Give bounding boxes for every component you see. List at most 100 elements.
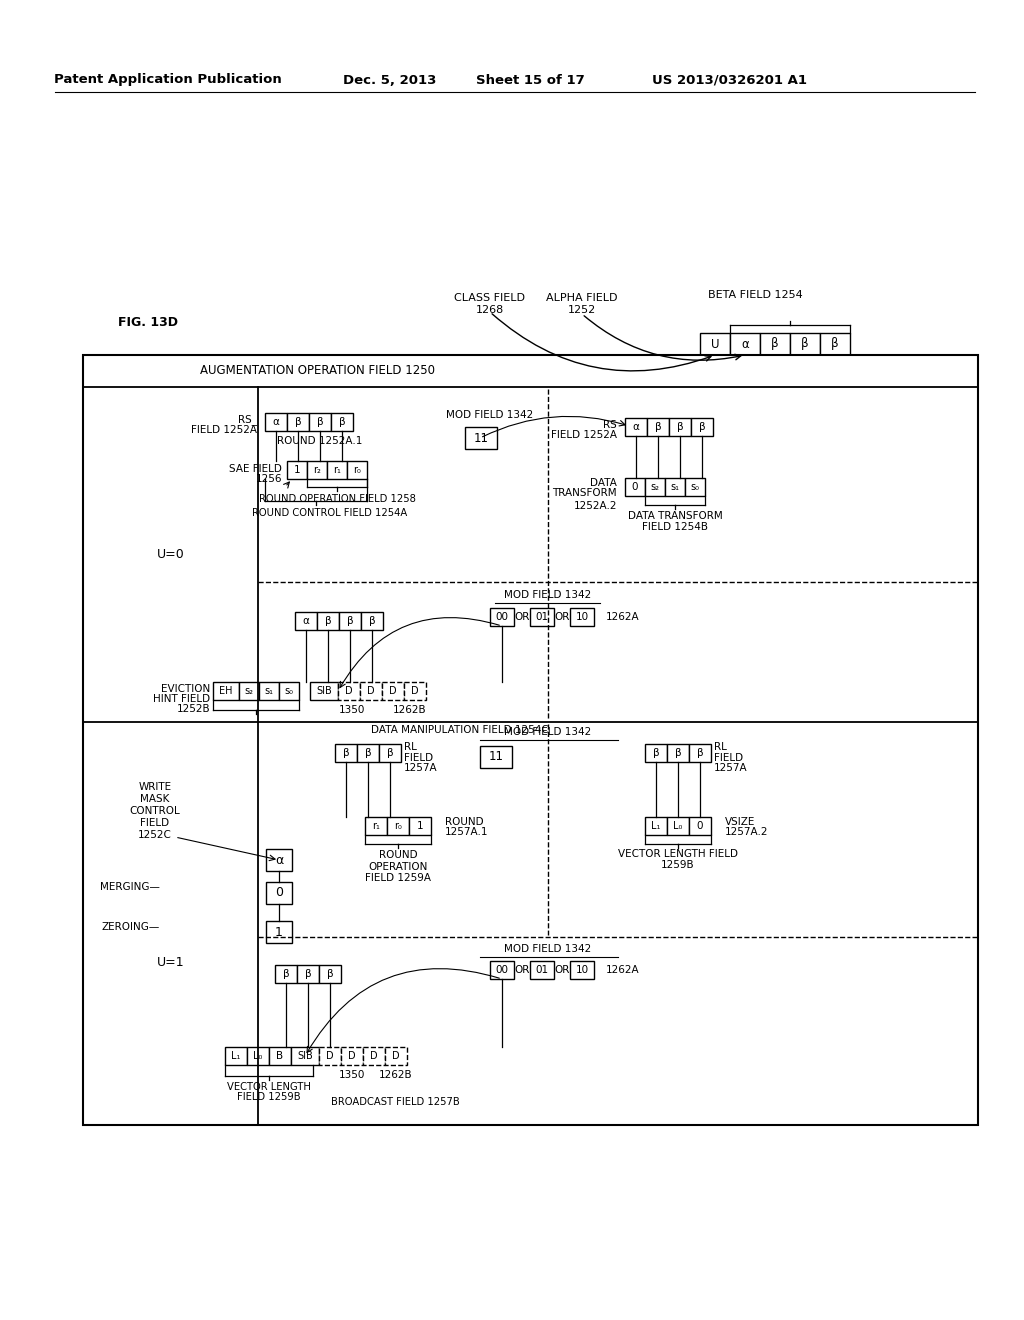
Bar xyxy=(700,333,730,355)
Bar xyxy=(730,333,760,355)
Text: β: β xyxy=(652,748,659,758)
Text: FIELD: FIELD xyxy=(140,818,170,828)
Text: AUGMENTATION OPERATION FIELD 1250: AUGMENTATION OPERATION FIELD 1250 xyxy=(201,364,435,378)
Text: 1: 1 xyxy=(275,925,283,939)
Text: D: D xyxy=(345,686,353,696)
Bar xyxy=(625,478,645,496)
Text: β: β xyxy=(365,748,372,758)
Text: 00: 00 xyxy=(496,612,509,622)
Bar xyxy=(317,612,339,630)
Bar xyxy=(291,1047,319,1065)
Text: β: β xyxy=(316,417,324,426)
Text: 0: 0 xyxy=(696,821,703,832)
Bar xyxy=(685,478,705,496)
Text: FIELD 1252A: FIELD 1252A xyxy=(551,430,617,440)
Bar xyxy=(490,609,514,626)
Text: s₀: s₀ xyxy=(690,482,699,492)
Text: BROADCAST FIELD 1257B: BROADCAST FIELD 1257B xyxy=(331,1097,460,1107)
Bar xyxy=(530,961,554,979)
Text: β: β xyxy=(347,616,353,626)
Text: 1262A: 1262A xyxy=(606,612,640,622)
Text: s₁: s₁ xyxy=(671,482,680,492)
Text: β: β xyxy=(283,969,290,979)
Bar xyxy=(645,744,667,762)
Text: BETA FIELD 1254: BETA FIELD 1254 xyxy=(708,290,803,300)
Bar xyxy=(319,1047,341,1065)
Text: 1268: 1268 xyxy=(476,305,504,315)
Text: ROUND 1252A.1: ROUND 1252A.1 xyxy=(278,436,362,446)
Text: r₂: r₂ xyxy=(313,465,321,475)
Bar xyxy=(247,1047,269,1065)
Text: Sheet 15 of 17: Sheet 15 of 17 xyxy=(475,74,585,87)
Text: FIELD 1259B: FIELD 1259B xyxy=(238,1092,301,1102)
Text: ALPHA FIELD: ALPHA FIELD xyxy=(546,293,617,304)
Text: 1252: 1252 xyxy=(568,305,596,315)
Text: D: D xyxy=(389,686,397,696)
Bar xyxy=(338,682,360,700)
Text: ROUND: ROUND xyxy=(445,817,483,828)
Text: Patent Application Publication: Patent Application Publication xyxy=(54,74,282,87)
Bar xyxy=(287,413,309,432)
Bar xyxy=(327,461,347,479)
Text: α: α xyxy=(633,422,639,432)
Text: DATA TRANSFORM: DATA TRANSFORM xyxy=(628,511,722,521)
Text: MOD FIELD 1342: MOD FIELD 1342 xyxy=(505,944,592,954)
Bar xyxy=(266,882,292,904)
Text: 1252B: 1252B xyxy=(176,704,210,714)
Bar xyxy=(297,965,319,983)
Text: 1257A.1: 1257A.1 xyxy=(445,828,488,837)
Text: 1262A: 1262A xyxy=(606,965,640,975)
Bar xyxy=(820,333,850,355)
Bar xyxy=(319,965,341,983)
Text: β: β xyxy=(369,616,376,626)
Text: ROUND CONTROL FIELD 1254A: ROUND CONTROL FIELD 1254A xyxy=(252,508,408,517)
Text: FIELD: FIELD xyxy=(714,752,743,763)
Text: SAE FIELD: SAE FIELD xyxy=(229,465,282,474)
Text: 10: 10 xyxy=(575,612,589,622)
Text: D: D xyxy=(412,686,419,696)
Text: 1256: 1256 xyxy=(256,474,282,484)
Text: 1257A.2: 1257A.2 xyxy=(725,828,768,837)
Text: SIB: SIB xyxy=(316,686,332,696)
Text: RS_: RS_ xyxy=(238,414,257,425)
Bar xyxy=(570,961,594,979)
Text: SIB: SIB xyxy=(297,1051,313,1061)
Bar xyxy=(404,682,426,700)
Bar xyxy=(287,461,307,479)
Bar xyxy=(347,461,367,479)
Text: RL: RL xyxy=(404,742,417,752)
Text: VSIZE: VSIZE xyxy=(725,817,756,828)
Bar xyxy=(669,418,691,436)
Text: α: α xyxy=(302,616,309,626)
Text: 1: 1 xyxy=(294,465,300,475)
Text: L₁: L₁ xyxy=(231,1051,241,1061)
Text: β: β xyxy=(295,417,301,426)
Bar xyxy=(213,682,239,700)
Text: β: β xyxy=(305,969,311,979)
Text: US 2013/0326201 A1: US 2013/0326201 A1 xyxy=(652,74,808,87)
Text: D: D xyxy=(348,1051,355,1061)
Text: TRANSFORM: TRANSFORM xyxy=(552,488,617,498)
Text: β: β xyxy=(675,748,681,758)
Text: FIELD 1252A: FIELD 1252A xyxy=(191,425,257,436)
Text: 01: 01 xyxy=(536,612,549,622)
Text: EH: EH xyxy=(219,686,232,696)
Text: 1257A: 1257A xyxy=(714,763,748,774)
Text: U: U xyxy=(711,338,719,351)
Text: r₀: r₀ xyxy=(353,465,360,475)
Text: VECTOR LENGTH: VECTOR LENGTH xyxy=(227,1082,311,1092)
Bar xyxy=(387,817,409,836)
Text: s₂: s₂ xyxy=(650,482,659,492)
Text: β: β xyxy=(325,616,332,626)
Text: β: β xyxy=(696,748,703,758)
Text: ROUND OPERATION FIELD 1258: ROUND OPERATION FIELD 1258 xyxy=(259,494,416,504)
Bar xyxy=(691,418,713,436)
Text: 0: 0 xyxy=(632,482,638,492)
Text: β: β xyxy=(771,338,779,351)
Bar xyxy=(480,746,512,768)
Bar xyxy=(645,478,665,496)
Text: MOD FIELD 1342: MOD FIELD 1342 xyxy=(505,727,592,737)
Text: 1252C: 1252C xyxy=(138,830,172,840)
Bar xyxy=(490,961,514,979)
Bar xyxy=(365,817,387,836)
